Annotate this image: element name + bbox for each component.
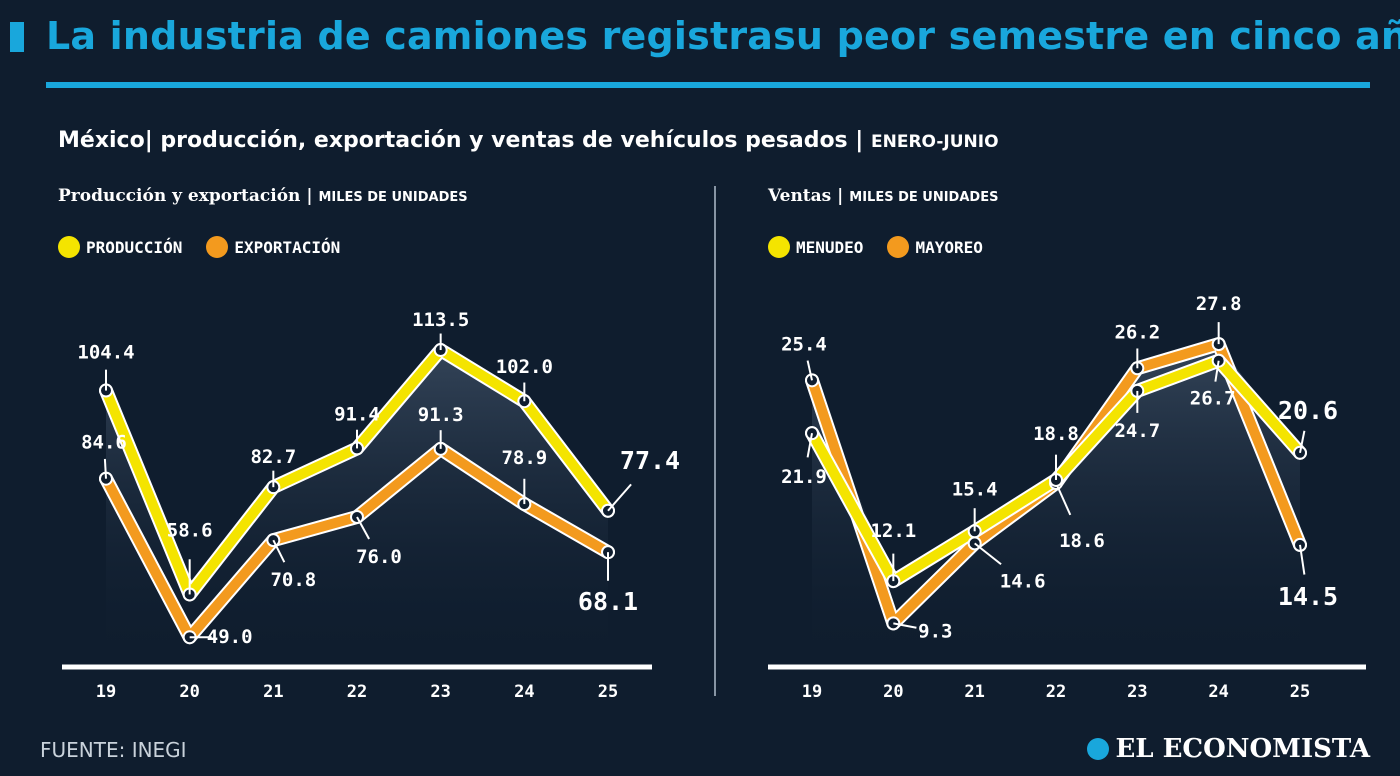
data-label: 91.4 bbox=[334, 403, 380, 425]
data-label: 18.6 bbox=[1059, 530, 1105, 552]
label-leader bbox=[893, 622, 917, 629]
x-tick-label: 24 bbox=[1208, 682, 1228, 702]
data-label: 26.2 bbox=[1114, 321, 1160, 343]
label-leader bbox=[806, 360, 813, 381]
legend-item-produccion: PRODUCCIÓN bbox=[58, 236, 182, 258]
data-label: 14.6 bbox=[1000, 570, 1046, 592]
right-panel-unit: MILES DE UNIDADES bbox=[849, 190, 999, 205]
brand-name: EL ECONOMISTA bbox=[1115, 734, 1370, 764]
data-label: 82.7 bbox=[250, 446, 296, 468]
data-label: 21.9 bbox=[781, 466, 827, 488]
x-tick-label: 20 bbox=[179, 682, 199, 702]
data-label: 24.7 bbox=[1114, 420, 1160, 442]
label-leader bbox=[806, 432, 813, 458]
legend-label-produccion: PRODUCCIÓN bbox=[86, 237, 183, 257]
data-label: 84.6 bbox=[81, 432, 127, 454]
right-panel-label: Ventas | MILES DE UNIDADES bbox=[768, 186, 998, 206]
x-tick-label: 20 bbox=[883, 682, 903, 702]
data-label: 27.8 bbox=[1196, 293, 1242, 315]
legend-item-mayoreo: MAYOREO bbox=[887, 236, 983, 258]
data-label: 14.5 bbox=[1278, 582, 1338, 611]
x-tick-label: 21 bbox=[263, 682, 283, 702]
data-label: 20.6 bbox=[1278, 396, 1338, 425]
label-leader bbox=[272, 539, 286, 563]
left-panel-unit: MILES DE UNIDADES bbox=[318, 190, 468, 205]
panel-divider bbox=[714, 186, 716, 696]
legend-label-menudeo: MENUDEO bbox=[796, 237, 864, 257]
x-tick-label: 22 bbox=[347, 682, 367, 702]
brand-logo: EL ECONOMISTA bbox=[1087, 734, 1370, 764]
data-label: 49.0 bbox=[207, 626, 253, 648]
legend-item-exportacion: EXPORTACIÓN bbox=[206, 236, 340, 258]
label-leader bbox=[1214, 360, 1220, 382]
data-label: 15.4 bbox=[952, 478, 998, 500]
legend-dot-orange bbox=[887, 236, 910, 258]
legend-item-menudeo: MENUDEO bbox=[768, 236, 863, 258]
data-label: 91.3 bbox=[418, 404, 464, 426]
right-legend: MENUDEO MAYOREO bbox=[768, 236, 1007, 258]
x-tick-label: 23 bbox=[1127, 682, 1147, 702]
left-panel-title: Producción y exportación | bbox=[58, 186, 319, 206]
left-legend: PRODUCCIÓN EXPORTACIÓN bbox=[58, 236, 364, 258]
subtitle-period: ENERO-JUNIO bbox=[871, 132, 999, 152]
chart-title: La industria de camiones registrasu peor… bbox=[46, 14, 1400, 58]
title-rule bbox=[46, 82, 1370, 88]
right-panel-title: Ventas | bbox=[768, 186, 850, 206]
data-label: 18.8 bbox=[1033, 423, 1079, 445]
x-tick-label: 25 bbox=[1290, 682, 1310, 702]
x-tick-label: 21 bbox=[964, 682, 984, 702]
label-leader bbox=[974, 542, 1002, 566]
data-label: 113.5 bbox=[412, 309, 469, 331]
label-leader bbox=[1055, 482, 1072, 516]
data-label: 25.4 bbox=[781, 333, 827, 355]
x-tick-label: 24 bbox=[514, 682, 534, 702]
subtitle: México| producción, exportación y ventas… bbox=[58, 128, 999, 153]
x-tick-label: 22 bbox=[1046, 682, 1066, 702]
x-tick-label: 25 bbox=[598, 682, 618, 702]
legend-dot-yellow bbox=[768, 236, 790, 258]
data-label: 68.1 bbox=[578, 587, 638, 616]
label-leader bbox=[1299, 430, 1306, 453]
data-label: 26.7 bbox=[1190, 388, 1236, 410]
right-chart: 19 20 21 22 23 24 25 25.4 9.3 14.6 18.6 26.2 27.8 14.… bbox=[768, 293, 1366, 702]
data-label: 70.8 bbox=[270, 569, 316, 591]
left-panel-label: Producción y exportación | MILES DE UNID… bbox=[58, 186, 468, 206]
brand-logo-icon bbox=[1087, 738, 1110, 760]
data-label: 58.6 bbox=[167, 519, 213, 541]
x-tick-label: 19 bbox=[96, 682, 116, 702]
title-accent-bar bbox=[10, 22, 24, 52]
subtitle-main: México| producción, exportación y ventas… bbox=[58, 128, 872, 153]
legend-label-exportacion: EXPORTACIÓN bbox=[234, 237, 341, 257]
label-leader bbox=[103, 458, 107, 479]
data-label: 9.3 bbox=[918, 620, 952, 642]
left-chart: 19 20 21 22 23 24 25 84.6 49.0 70.8 76.0 91.3 78.9 68… bbox=[62, 309, 680, 702]
label-leader bbox=[356, 516, 370, 540]
data-label: 104.4 bbox=[77, 342, 134, 364]
label-leader bbox=[1299, 544, 1306, 575]
legend-dot-yellow bbox=[58, 236, 80, 258]
source-note: FUENTE: INEGI bbox=[40, 738, 187, 762]
x-tick-label: 19 bbox=[802, 682, 822, 702]
data-label: 78.9 bbox=[501, 447, 547, 469]
legend-label-mayoreo: MAYOREO bbox=[915, 237, 983, 257]
legend-dot-orange bbox=[206, 236, 229, 258]
data-label: 102.0 bbox=[496, 356, 553, 378]
data-label: 76.0 bbox=[356, 546, 402, 568]
data-label: 77.4 bbox=[620, 446, 680, 475]
x-tick-label: 23 bbox=[430, 682, 450, 702]
label-leader bbox=[607, 483, 632, 512]
data-label: 12.1 bbox=[870, 520, 916, 542]
